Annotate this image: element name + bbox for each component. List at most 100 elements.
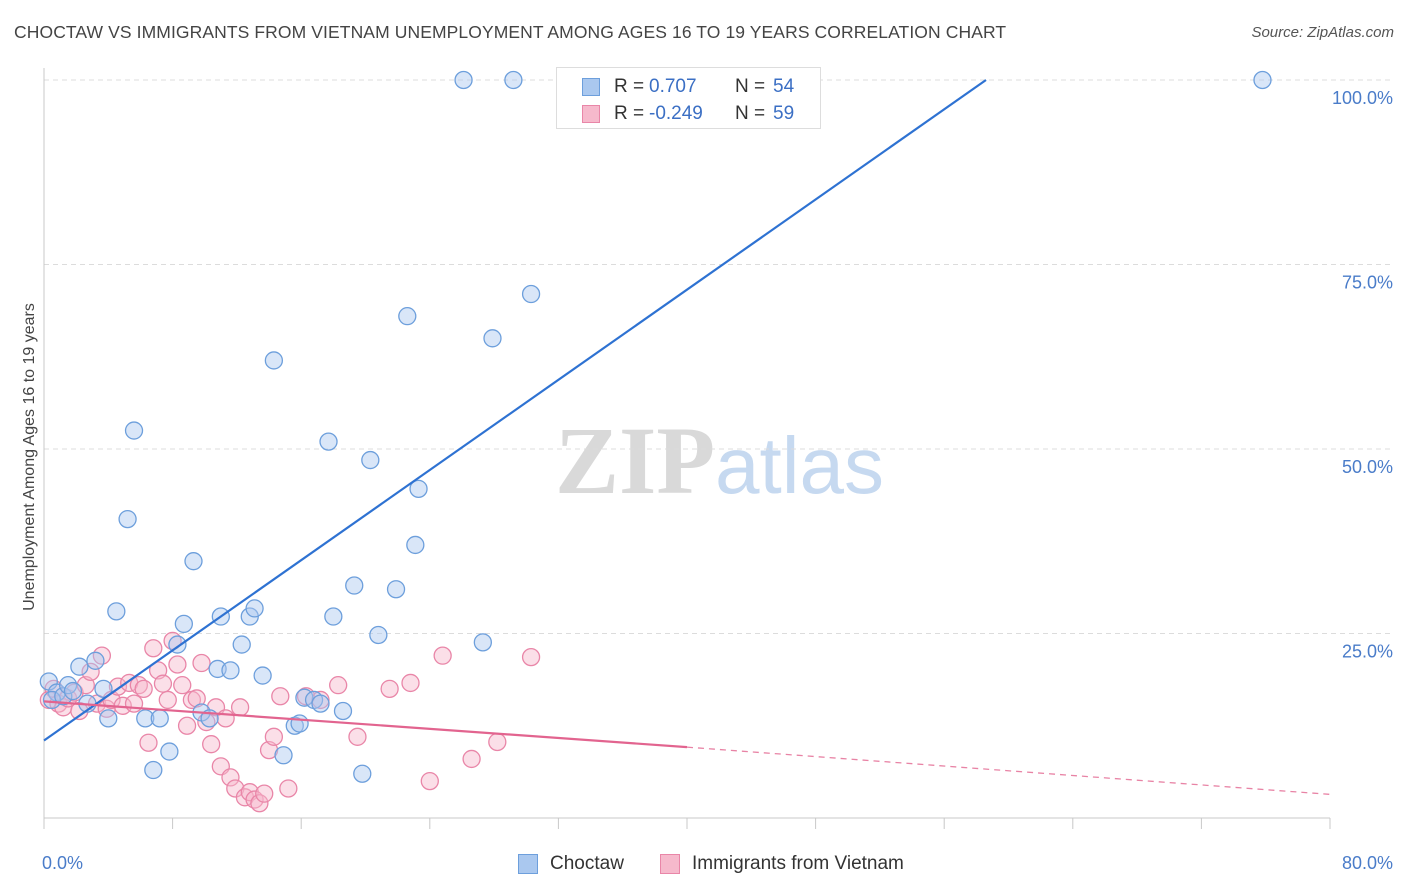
data-point-vietnam <box>380 679 399 698</box>
y-tick-label: 25.0% <box>1342 642 1393 662</box>
data-point-vietnam <box>279 779 298 798</box>
data-point-choctaw <box>136 709 155 728</box>
data-point-vietnam <box>250 794 269 813</box>
legend-swatch-vietnam <box>582 105 600 123</box>
data-point-vietnam <box>153 674 173 693</box>
data-point-choctaw <box>42 690 62 710</box>
data-point-choctaw <box>398 307 417 326</box>
x-tick-label: 0.0% <box>42 853 83 873</box>
data-point-vietnam <box>271 687 290 706</box>
data-point-vietnam <box>521 647 541 667</box>
data-point-choctaw <box>54 687 73 706</box>
data-point-vietnam <box>230 698 250 717</box>
data-point-choctaw <box>345 576 364 595</box>
data-point-vietnam <box>329 676 348 695</box>
data-point-vietnam <box>216 709 235 728</box>
data-point-choctaw <box>144 760 163 780</box>
watermark-zip: ZIP <box>555 407 716 514</box>
chart-title: CHOCTAW VS IMMIGRANTS FROM VIETNAM UNEMP… <box>14 22 1007 42</box>
data-point-vietnam <box>488 732 507 752</box>
data-point-choctaw <box>319 432 338 451</box>
data-point-choctaw <box>386 580 406 599</box>
legend-r-label: R = <box>614 103 645 124</box>
data-point-choctaw <box>521 284 541 304</box>
data-point-choctaw <box>409 479 428 499</box>
data-point-choctaw <box>483 329 502 348</box>
correlation-legend: R = 0.707 N = 54 R = -0.249 N = 59 <box>556 67 821 129</box>
data-point-vietnam <box>134 679 153 698</box>
data-point-choctaw <box>369 625 388 645</box>
trend-line-vietnam <box>43 700 688 749</box>
data-point-choctaw <box>311 694 330 713</box>
data-point-vietnam <box>177 716 197 735</box>
legend-r-label: R = <box>614 76 645 97</box>
data-point-choctaw <box>184 552 203 571</box>
data-point-choctaw <box>150 709 169 728</box>
data-point-choctaw <box>118 509 137 529</box>
watermark: ZIPatlas <box>555 405 884 516</box>
data-point-choctaw <box>290 714 309 733</box>
source-credit: Source: ZipAtlas.com <box>1251 24 1394 41</box>
y-tick-label: 50.0% <box>1342 457 1393 477</box>
legend-n-value: 54 <box>773 76 795 97</box>
data-point-vietnam <box>401 673 420 693</box>
legend-r-value: 0.707 <box>649 76 697 97</box>
data-point-vietnam <box>202 735 221 754</box>
data-point-choctaw <box>70 657 89 676</box>
data-point-vietnam <box>192 653 211 673</box>
data-point-vietnam <box>348 727 367 746</box>
data-point-choctaw <box>454 70 473 90</box>
series-legend: Choctaw Immigrants from Vietnam <box>0 852 1406 878</box>
trend-line-choctaw <box>43 79 987 742</box>
data-point-choctaw <box>245 599 264 618</box>
data-point-vietnam <box>462 749 481 769</box>
data-point-vietnam <box>264 727 284 746</box>
legend-swatch-vietnam <box>660 854 680 874</box>
data-point-choctaw <box>174 614 194 634</box>
legend-row-choctaw: R = 0.707 N = 54 <box>557 72 820 102</box>
data-point-choctaw <box>353 764 372 783</box>
y-tick-label: 100.0% <box>1332 88 1393 108</box>
data-point-choctaw <box>504 70 523 90</box>
legend-row-vietnam: R = -0.249 N = 59 <box>557 99 820 129</box>
legend-n-value: 59 <box>773 103 795 124</box>
trend-lines <box>43 79 1331 796</box>
series-choctaw-points <box>39 70 1272 783</box>
data-point-choctaw <box>107 602 126 621</box>
data-point-choctaw <box>406 535 425 555</box>
grid <box>44 79 1392 634</box>
data-point-vietnam <box>81 662 100 682</box>
tick-labels: 25.0% 50.0% 75.0% 100.0% 0.0% 80.0% <box>42 88 1393 873</box>
legend-swatch-choctaw <box>518 854 538 874</box>
legend-r-value: -0.249 <box>649 103 703 124</box>
data-point-choctaw <box>232 635 251 654</box>
data-point-vietnam <box>187 689 206 708</box>
legend-n-label: N = <box>735 76 766 97</box>
data-point-choctaw <box>58 676 78 695</box>
data-point-vietnam <box>173 676 192 695</box>
data-point-choctaw <box>221 661 240 680</box>
data-point-choctaw <box>160 742 179 761</box>
data-point-vietnam <box>255 784 274 803</box>
data-point-choctaw <box>264 351 284 370</box>
data-point-choctaw <box>63 681 83 701</box>
data-point-vietnam <box>144 639 163 658</box>
data-point-vietnam <box>158 690 177 710</box>
data-point-vietnam <box>139 733 158 752</box>
data-point-choctaw <box>333 701 353 721</box>
data-point-choctaw <box>473 633 492 652</box>
data-point-vietnam <box>420 771 439 791</box>
data-point-choctaw <box>124 421 144 440</box>
trend-extension-vietnam <box>686 746 1331 796</box>
legend-swatch-choctaw <box>582 78 600 96</box>
data-point-choctaw <box>253 666 272 685</box>
x-tick-label: 80.0% <box>1342 853 1393 873</box>
y-tick-label: 75.0% <box>1342 273 1393 293</box>
data-point-choctaw <box>86 651 105 670</box>
data-point-vietnam <box>221 768 240 787</box>
data-point-choctaw <box>361 450 380 470</box>
data-point-vietnam <box>124 694 144 713</box>
watermark-atlas: atlas <box>715 421 885 510</box>
legend-n-label: N = <box>735 103 766 124</box>
